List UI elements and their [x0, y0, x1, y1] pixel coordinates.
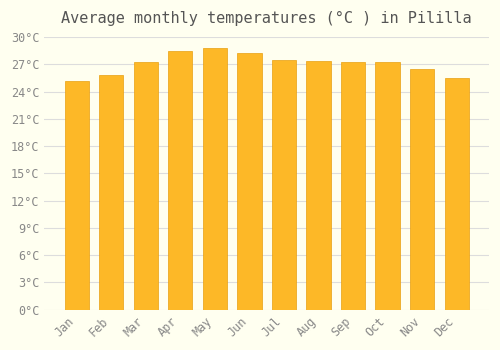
Bar [168, 51, 192, 310]
Bar [64, 80, 89, 310]
Bar [341, 62, 365, 310]
Bar [376, 62, 400, 310]
Bar [203, 48, 227, 310]
Bar [99, 75, 124, 310]
Bar [306, 61, 330, 310]
Bar [134, 62, 158, 310]
Bar [410, 69, 434, 310]
Bar [238, 54, 262, 310]
Title: Average monthly temperatures (°C ) in Pililla: Average monthly temperatures (°C ) in Pi… [62, 11, 472, 26]
Bar [272, 60, 296, 310]
Bar [444, 78, 468, 310]
